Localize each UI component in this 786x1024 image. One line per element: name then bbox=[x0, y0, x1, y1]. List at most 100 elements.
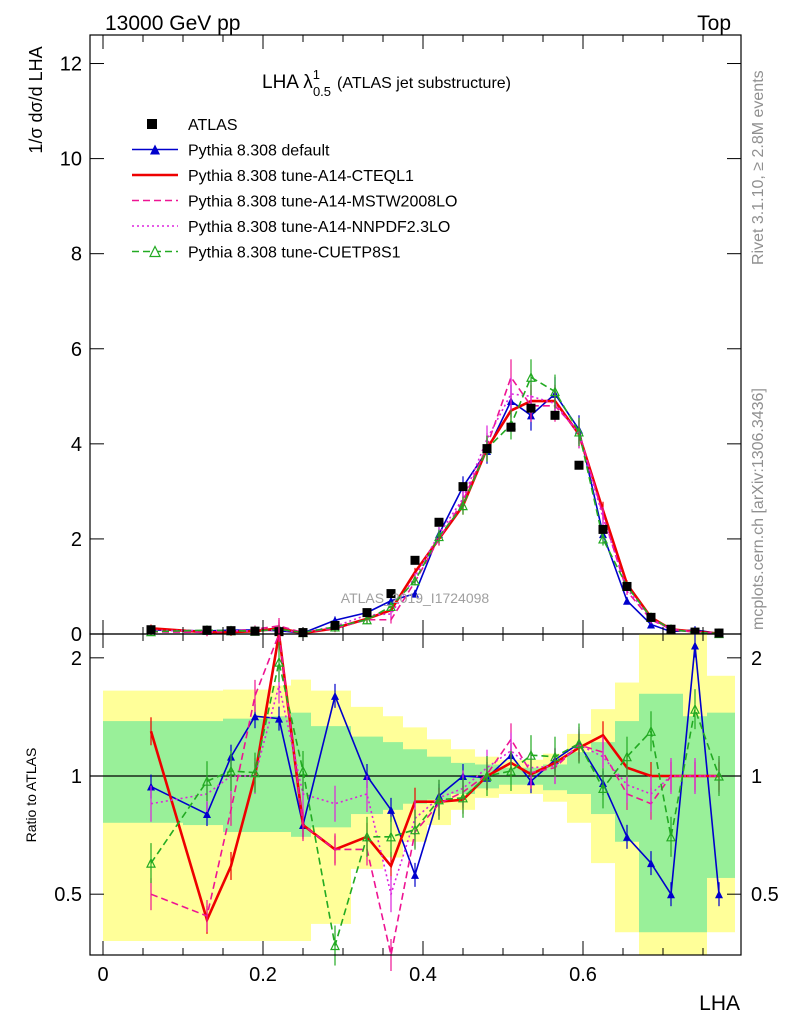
y-tick-label: 4 bbox=[71, 434, 82, 456]
series-line-2 bbox=[150, 375, 720, 635]
ratio-marker bbox=[690, 703, 700, 714]
series-marker bbox=[387, 596, 395, 605]
ratio-marker bbox=[146, 857, 156, 868]
ratio-marker bbox=[275, 714, 283, 723]
ratio-marker bbox=[666, 831, 676, 842]
mcplots-side-label: mcplots.cern.ch [arXiv:1306.3436] bbox=[750, 388, 767, 630]
legend-label: Pythia 8.308 tune-A14-MSTW2008LO bbox=[188, 194, 457, 211]
ratio-marker bbox=[647, 859, 655, 868]
green-band-segment bbox=[663, 693, 683, 933]
series-marker bbox=[458, 500, 468, 511]
atlas-data-point bbox=[386, 589, 396, 599]
y-tick-label: 2 bbox=[71, 648, 82, 670]
x-tick-label: 0.4 bbox=[409, 964, 437, 986]
series-line-3 bbox=[150, 393, 720, 635]
y-tick-label-right: 1 bbox=[751, 766, 762, 788]
ratio-marker bbox=[667, 890, 675, 899]
legend-label: Pythia 8.308 tune-A14-CTEQL1 bbox=[188, 168, 414, 185]
legend-label: Pythia 8.308 tune-A14-NNPDF2.3LO bbox=[188, 219, 450, 236]
ratio-marker bbox=[691, 641, 699, 650]
ratio-marker bbox=[526, 749, 536, 760]
x-tick-label: 0.2 bbox=[249, 964, 277, 986]
x-tick-label: 0.6 bbox=[569, 964, 597, 986]
ratio-marker bbox=[251, 712, 259, 721]
atlas-data-point bbox=[574, 460, 584, 470]
atlas-data-point bbox=[250, 626, 260, 636]
y-axis-label: 1/σ dσ/d LHA bbox=[26, 46, 46, 153]
atlas-data-point bbox=[506, 422, 516, 432]
ratio-marker bbox=[410, 824, 420, 835]
header-energy: 13000 GeV pp bbox=[105, 12, 240, 35]
ratio-marker bbox=[331, 691, 339, 700]
ratio-marker bbox=[250, 767, 260, 778]
series-marker bbox=[550, 386, 560, 397]
y-tick-label: 12 bbox=[60, 54, 82, 76]
svg-text:Ratio to ATLAS: Ratio to ATLAS bbox=[23, 748, 39, 843]
green-band-segment bbox=[271, 716, 291, 833]
y-tick-label: 8 bbox=[71, 244, 82, 266]
atlas-data-point bbox=[226, 626, 236, 636]
y-tick-label: 0 bbox=[71, 624, 82, 646]
ratio-marker bbox=[574, 738, 584, 749]
y-tick-label: 0.5 bbox=[54, 884, 82, 906]
header-process: Top bbox=[697, 12, 731, 35]
ratio-marker bbox=[362, 831, 372, 842]
series-marker bbox=[623, 596, 631, 605]
series-marker bbox=[386, 601, 396, 612]
rivet-side-label: Rivet 3.1.10, ≥ 2.8M events bbox=[750, 70, 767, 265]
ratio-marker bbox=[714, 770, 724, 781]
ratio-marker bbox=[330, 940, 340, 951]
atlas-data-point bbox=[526, 403, 536, 413]
ratio-marker bbox=[598, 783, 608, 793]
green-band-segment bbox=[311, 726, 351, 828]
legend-marker-atlas bbox=[147, 119, 157, 129]
y-tick-label: 6 bbox=[71, 339, 82, 361]
plot-title: LHA λ1 0.5 (ATLAS jet substructure) bbox=[262, 67, 511, 99]
series-marker bbox=[411, 589, 419, 598]
y-tick-label: 1 bbox=[71, 766, 82, 788]
series-marker bbox=[574, 426, 584, 437]
series-marker bbox=[526, 371, 536, 382]
ratio-marker bbox=[226, 765, 236, 776]
green-band-segment bbox=[103, 721, 183, 823]
y-tick-label-right: 0.5 bbox=[751, 884, 779, 906]
ratio-marker bbox=[646, 725, 656, 736]
y-tick-label: 10 bbox=[60, 149, 82, 171]
atlas-data-point bbox=[690, 627, 700, 637]
svg-text:Rivet 3.1.10, ≥ 2.8M events: Rivet 3.1.10, ≥ 2.8M events bbox=[750, 70, 767, 265]
atlas-data-point bbox=[646, 612, 656, 622]
ratio-marker bbox=[623, 832, 631, 841]
legend: ATLAS Pythia 8.308 default Pythia 8.308 tu… bbox=[132, 117, 457, 262]
y-tick-label: 2 bbox=[71, 529, 82, 551]
ratio-marker bbox=[458, 792, 468, 803]
ratio-marker bbox=[434, 794, 444, 805]
ratio-frame-border bbox=[89, 633, 742, 956]
ratio-marker bbox=[387, 805, 395, 814]
legend-label: Pythia 8.308 tune-CUETP8S1 bbox=[188, 245, 401, 262]
atlas-data-point bbox=[202, 625, 212, 635]
atlas-data-point bbox=[622, 581, 632, 591]
atlas-data-point bbox=[146, 625, 156, 635]
series-marker bbox=[410, 575, 420, 586]
atlas-data-point bbox=[330, 620, 340, 630]
legend-triangle-marker bbox=[150, 144, 160, 155]
series-marker bbox=[598, 533, 608, 544]
ratio-marker bbox=[411, 870, 419, 879]
atlas-data-point bbox=[458, 482, 468, 492]
atlas-data-point bbox=[482, 444, 492, 454]
legend-label: ATLAS bbox=[188, 117, 238, 134]
ratio-marker bbox=[482, 770, 492, 781]
atlas-data-point bbox=[666, 624, 676, 634]
series-marker bbox=[434, 531, 444, 542]
ratio-marker bbox=[203, 810, 211, 819]
atlas-data-point bbox=[598, 524, 608, 534]
ratio-y-axis-label: Ratio to ATLAS bbox=[23, 748, 39, 843]
atlas-data-point bbox=[550, 410, 560, 420]
ratio-marker bbox=[298, 765, 308, 776]
green-band-segment bbox=[707, 712, 735, 878]
ratio-marker bbox=[274, 656, 284, 667]
atlas-data-point bbox=[714, 628, 724, 638]
legend-label: Pythia 8.308 default bbox=[188, 143, 330, 160]
atlas-data-point bbox=[410, 555, 420, 565]
